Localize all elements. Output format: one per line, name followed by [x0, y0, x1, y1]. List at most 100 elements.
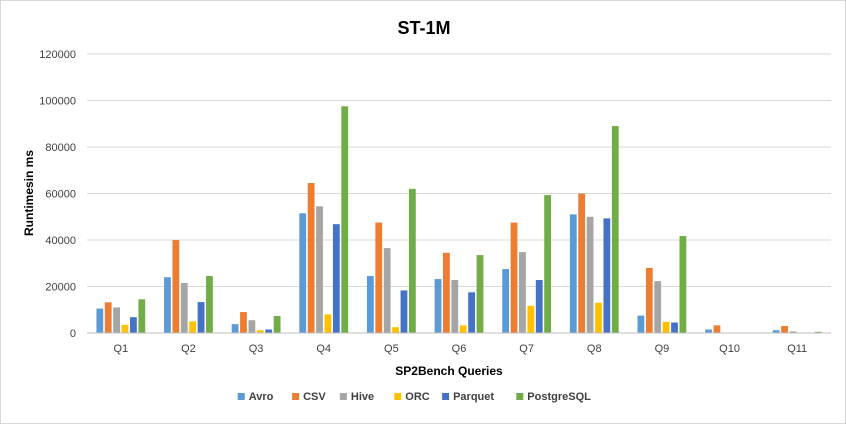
bar-hive-q2	[180, 283, 188, 333]
bar-orc-q2	[189, 321, 197, 333]
x-tick-label: Q5	[384, 343, 399, 355]
bar-orc-q4	[324, 314, 332, 333]
bar-hive-q5	[383, 248, 391, 333]
bar-parquet-q5	[400, 290, 408, 333]
legend-label-avro: Avro	[249, 391, 274, 403]
y-axis-ticks: 0 20000 40000 60000 80000 100000 120000	[39, 49, 76, 340]
bar-parquet-q3	[265, 329, 273, 333]
legend-label-hive: Hive	[351, 391, 374, 403]
bar-postgresql-q2	[206, 276, 213, 333]
y-tick-label: 60000	[45, 189, 76, 201]
bar-hive-q8	[586, 216, 594, 333]
legend-swatch-orc	[394, 393, 402, 400]
y-tick-label: 100000	[39, 96, 76, 108]
bar-orc-q7	[527, 305, 535, 333]
bar-avro-q2	[164, 277, 171, 333]
x-tick-label: Q6	[452, 343, 467, 355]
bar-csv-q3	[240, 312, 247, 333]
bar-hive-q7	[519, 252, 526, 333]
bar-avro-q1	[96, 308, 104, 333]
bar-csv-q2	[172, 240, 180, 333]
bars	[96, 106, 822, 333]
bar-parquet-q4	[332, 224, 340, 333]
x-tick-label: Q11	[787, 343, 807, 355]
bar-postgresql-q11	[814, 331, 822, 333]
y-axis-label: Runtimesin ms	[22, 150, 36, 236]
legend-label-postgresql: PostgreSQL	[527, 391, 591, 403]
bar-orc-q6	[459, 325, 467, 333]
y-tick-label: 20000	[45, 282, 76, 294]
bar-orc-q3	[256, 330, 264, 333]
x-tick-label: Q10	[719, 343, 740, 355]
bar-avro-q6	[434, 279, 442, 333]
bar-csv-q5	[375, 222, 383, 333]
bar-postgresql-q8	[611, 126, 619, 333]
bar-csv-q10	[713, 325, 721, 333]
legend-swatch-parquet	[442, 393, 450, 400]
bar-postgresql-q1	[138, 299, 146, 333]
bar-avro-q5	[366, 276, 374, 333]
bar-avro-q9	[637, 315, 645, 333]
bar-hive-q6	[451, 279, 459, 333]
legend-label-parquet: Parquet	[453, 391, 494, 403]
bar-parquet-q6	[468, 292, 475, 333]
bar-parquet-q8	[603, 218, 611, 333]
bar-avro-q3	[231, 324, 239, 333]
x-tick-label: Q3	[249, 343, 264, 355]
y-tick-label: 40000	[45, 235, 76, 247]
bar-parquet-q7	[535, 279, 543, 333]
bar-avro-q10	[705, 329, 712, 333]
x-tick-label: Q4	[316, 343, 331, 355]
bar-orc-q1	[121, 324, 129, 333]
legend-label-csv: CSV	[303, 391, 326, 403]
x-tick-label: Q7	[519, 343, 534, 355]
bar-orc-q5	[392, 327, 399, 333]
bar-orc-q8	[595, 302, 602, 333]
x-tick-label: Q2	[181, 343, 196, 355]
bar-hive-q9	[654, 281, 662, 333]
gridlines	[87, 53, 831, 287]
legend-swatch-hive	[339, 393, 347, 400]
bar-avro-q11	[772, 330, 780, 333]
x-tick-label: Q9	[655, 343, 670, 355]
y-tick-label: 120000	[39, 49, 76, 61]
legend: Avro CSV Hive ORC Parquet PostgreSQL	[237, 391, 591, 403]
bar-postgresql-q4	[341, 106, 349, 333]
chart-title: ST-1M	[397, 18, 450, 38]
legend-swatch-postgresql	[516, 393, 524, 400]
legend-swatch-avro	[237, 393, 245, 400]
bar-hive-q4	[316, 206, 323, 333]
bar-csv-q6	[443, 252, 450, 333]
bar-postgresql-q9	[679, 236, 687, 333]
bar-csv-q11	[781, 326, 788, 333]
y-tick-label: 80000	[45, 142, 76, 154]
bar-csv-q9	[645, 267, 653, 333]
bar-avro-q4	[299, 213, 307, 333]
bar-hive-q3	[248, 320, 256, 333]
bar-csv-q1	[104, 302, 112, 333]
bar-hive-q1	[113, 307, 121, 333]
bar-postgresql-q6	[476, 255, 484, 333]
bar-csv-q7	[510, 222, 518, 333]
x-tick-label: Q8	[587, 343, 602, 355]
bar-orc-q9	[662, 321, 670, 333]
bar-parquet-q1	[130, 317, 137, 333]
legend-swatch-csv	[292, 393, 300, 400]
bar-hive-q11	[789, 331, 797, 333]
bar-postgresql-q7	[544, 195, 552, 333]
x-axis-label: SP2Bench Queries	[395, 364, 503, 378]
bar-parquet-q2	[197, 302, 205, 333]
x-tick-label: Q1	[113, 343, 128, 355]
bar-csv-q4	[307, 183, 315, 333]
bar-csv-q8	[578, 193, 586, 333]
legend-label-orc: ORC	[405, 391, 430, 403]
x-axis-ticks: Q1 Q2 Q3 Q4 Q5 Q6 Q7 Q8 Q9 Q10 Q11	[113, 343, 807, 355]
bar-postgresql-q3	[273, 316, 281, 333]
bar-postgresql-q5	[408, 188, 416, 333]
bar-avro-q8	[569, 214, 577, 333]
y-tick-label: 0	[70, 328, 76, 340]
bar-parquet-q9	[671, 322, 678, 333]
bar-avro-q7	[502, 269, 510, 333]
